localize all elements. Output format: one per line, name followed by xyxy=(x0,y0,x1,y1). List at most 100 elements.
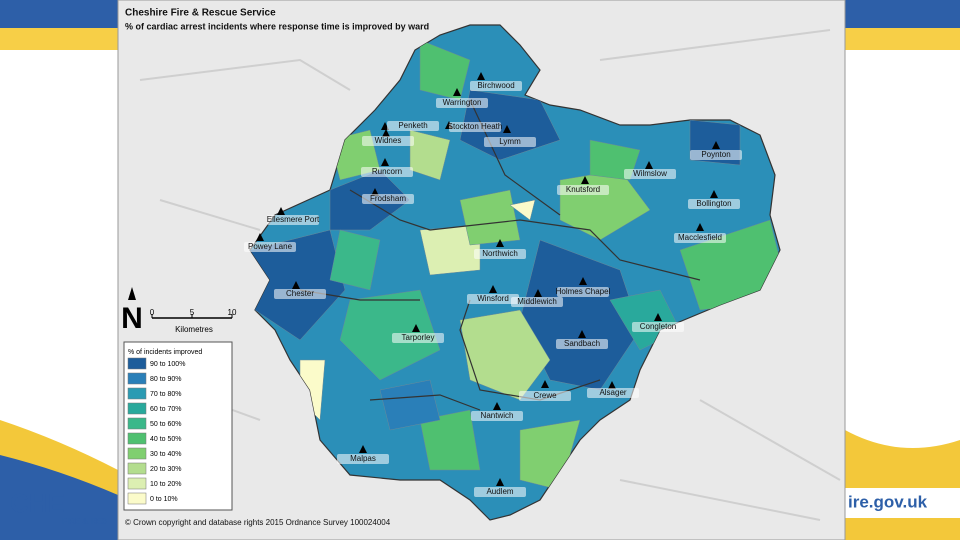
station-label: Middlewich xyxy=(517,297,557,306)
label-halo xyxy=(474,249,526,259)
legend-swatch xyxy=(127,462,147,475)
scale-unit: Kilometres xyxy=(175,325,213,334)
legend-swatch xyxy=(127,447,147,460)
station-label: Sandbach xyxy=(564,339,600,348)
station-marker xyxy=(534,289,542,297)
station-marker xyxy=(453,88,461,96)
station-label: Birchwood xyxy=(477,81,514,90)
legend-title: % of incidents improved xyxy=(128,349,202,356)
label-halo xyxy=(387,121,439,131)
station-marker xyxy=(489,285,497,293)
station-marker xyxy=(359,445,367,453)
label-halo xyxy=(361,167,413,177)
label-halo xyxy=(624,169,676,179)
station-label: Warrington xyxy=(443,98,482,107)
station-marker xyxy=(654,313,662,321)
station-label: Congleton xyxy=(640,322,676,331)
station-label: Wilmslow xyxy=(633,169,667,178)
scale-tick-label: 0 xyxy=(150,308,155,317)
station-marker xyxy=(579,277,587,285)
station-label: Malpas xyxy=(350,454,376,463)
legend-label: 20 to 30% xyxy=(150,466,182,473)
label-halo xyxy=(274,289,326,299)
label-halo xyxy=(557,287,609,297)
station-label: Audlem xyxy=(486,487,513,496)
map xyxy=(117,0,846,540)
legend-swatch xyxy=(127,492,147,505)
stations: Birchwood Warrington Penketh Stockton Heath… xyxy=(244,72,742,497)
copyright: © Crown copyright and database rights 20… xyxy=(125,518,391,527)
station-marker xyxy=(381,158,389,166)
label-halo xyxy=(267,215,319,225)
label-halo xyxy=(244,242,296,252)
station-marker xyxy=(477,72,485,80)
station-label: Northwich xyxy=(482,249,518,258)
north-arrow: N xyxy=(121,302,143,335)
map-subtitle: % of cardiac arrest incidents where resp… xyxy=(125,21,429,31)
label-halo xyxy=(484,137,536,147)
legend-swatch xyxy=(127,432,147,445)
label-halo xyxy=(362,194,414,204)
north-pointer xyxy=(128,287,136,300)
legend-label: 80 to 90% xyxy=(150,376,182,383)
station-marker xyxy=(696,223,704,231)
station-marker xyxy=(503,125,511,133)
station-marker xyxy=(256,233,264,241)
label-halo xyxy=(519,391,571,401)
legend-swatch xyxy=(127,357,147,370)
station-label: Frodsham xyxy=(370,194,406,203)
legend-label: 50 to 60% xyxy=(150,421,182,428)
legend-swatch xyxy=(127,372,147,385)
station-label: Powey Lane xyxy=(248,242,293,251)
station-marker xyxy=(645,161,653,169)
legend-label: 10 to 20% xyxy=(150,481,182,488)
station-label: Ellesmere Port xyxy=(267,215,320,224)
station-label: Crewe xyxy=(533,391,557,400)
legend-swatch xyxy=(127,417,147,430)
label-halo xyxy=(337,454,389,464)
station-marker xyxy=(412,324,420,332)
station-label: Stockton Heath xyxy=(448,122,503,131)
station-marker xyxy=(292,281,300,289)
label-halo xyxy=(511,297,563,307)
station-label: Poynton xyxy=(701,150,730,159)
label-halo xyxy=(449,122,501,132)
label-halo xyxy=(557,185,609,195)
label-halo xyxy=(467,294,519,304)
legend: 90 to 100% 80 to 90% 70 to 80% 60 to 70% 50 … xyxy=(127,357,185,505)
station-label: Widnes xyxy=(375,136,402,145)
label-halo xyxy=(436,98,488,108)
station-label: Macclesfield xyxy=(678,233,722,242)
station-label: Lymm xyxy=(499,137,521,146)
station-label: Tarporley xyxy=(402,333,435,342)
station-marker xyxy=(496,239,504,247)
legend-label: 70 to 80% xyxy=(150,391,182,398)
station-marker xyxy=(581,176,589,184)
station-marker xyxy=(493,402,501,410)
label-halo xyxy=(362,136,414,146)
station-marker xyxy=(710,190,718,198)
label-halo xyxy=(474,487,526,497)
label-halo xyxy=(471,411,523,421)
station-label: Chester xyxy=(286,289,314,298)
station-label: Holmes Chapel xyxy=(556,287,611,296)
label-halo xyxy=(674,233,726,243)
label-halo xyxy=(690,150,742,160)
map-title: Cheshire Fire & Rescue Service xyxy=(125,8,276,19)
logo-text: CHE xyxy=(10,488,65,518)
label-halo xyxy=(587,388,639,398)
legend-swatch xyxy=(127,402,147,415)
label-halo xyxy=(470,81,522,91)
legend-label: 0 to 10% xyxy=(150,496,178,503)
legend-label: 90 to 100% xyxy=(150,361,185,368)
legend-swatch xyxy=(127,477,147,490)
website: ire.gov.uk xyxy=(848,492,928,511)
station-label: Bollington xyxy=(696,199,731,208)
legend-label: 30 to 40% xyxy=(150,451,182,458)
station-marker xyxy=(277,207,285,215)
label-halo xyxy=(688,199,740,209)
station-label: Runcorn xyxy=(372,167,402,176)
scale-tick-label: 5 xyxy=(190,308,195,317)
